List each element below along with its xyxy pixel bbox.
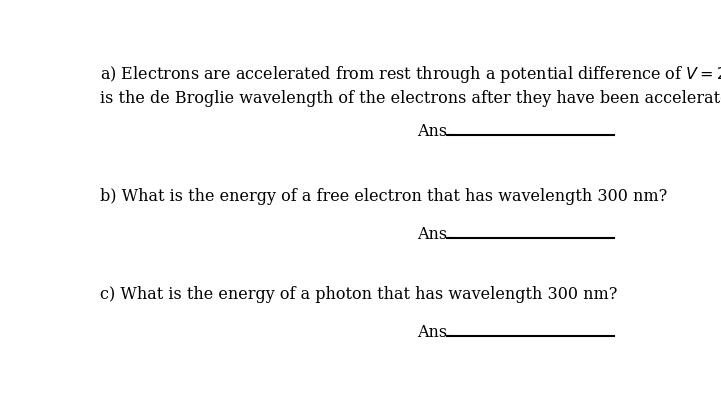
Text: is the de Broglie wavelength of the electrons after they have been accelerated?: is the de Broglie wavelength of the elec…: [100, 90, 721, 107]
Text: Ans.: Ans.: [417, 226, 452, 243]
Text: b) What is the energy of a free electron that has wavelength 300 nm?: b) What is the energy of a free electron…: [100, 188, 668, 205]
Text: c) What is the energy of a photon that has wavelength 300 nm?: c) What is the energy of a photon that h…: [100, 286, 618, 303]
Text: Ans.: Ans.: [417, 123, 452, 140]
Text: Ans.: Ans.: [417, 324, 452, 341]
Text: a) Electrons are accelerated from rest through a potential difference of $V = 20: a) Electrons are accelerated from rest t…: [100, 64, 721, 85]
